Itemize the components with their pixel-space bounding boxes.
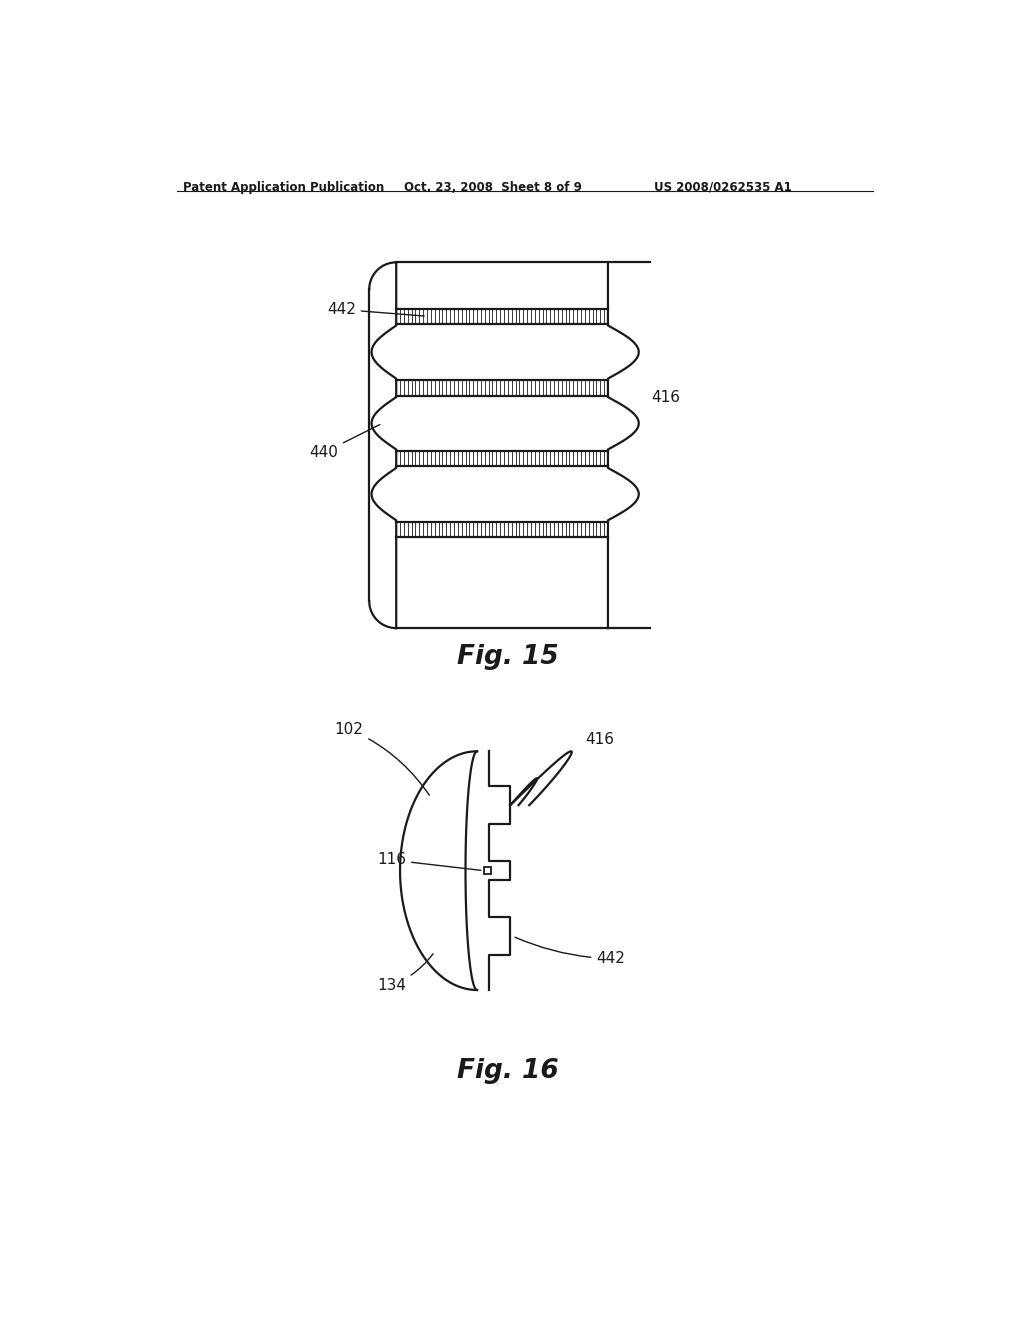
Text: 442: 442 xyxy=(327,302,424,317)
Text: US 2008/0262535 A1: US 2008/0262535 A1 xyxy=(654,181,792,194)
Text: 102: 102 xyxy=(335,722,429,795)
Text: 134: 134 xyxy=(377,954,433,993)
Bar xyxy=(483,867,490,874)
Text: 416: 416 xyxy=(585,731,613,747)
Text: Fig. 16: Fig. 16 xyxy=(457,1057,559,1084)
Text: Fig. 15: Fig. 15 xyxy=(457,644,559,671)
Text: 116: 116 xyxy=(377,853,481,870)
Text: 416: 416 xyxy=(651,389,680,405)
Text: Patent Application Publication: Patent Application Publication xyxy=(183,181,384,194)
Text: 440: 440 xyxy=(309,425,380,461)
Text: 442: 442 xyxy=(515,937,626,966)
Text: Oct. 23, 2008  Sheet 8 of 9: Oct. 23, 2008 Sheet 8 of 9 xyxy=(403,181,582,194)
